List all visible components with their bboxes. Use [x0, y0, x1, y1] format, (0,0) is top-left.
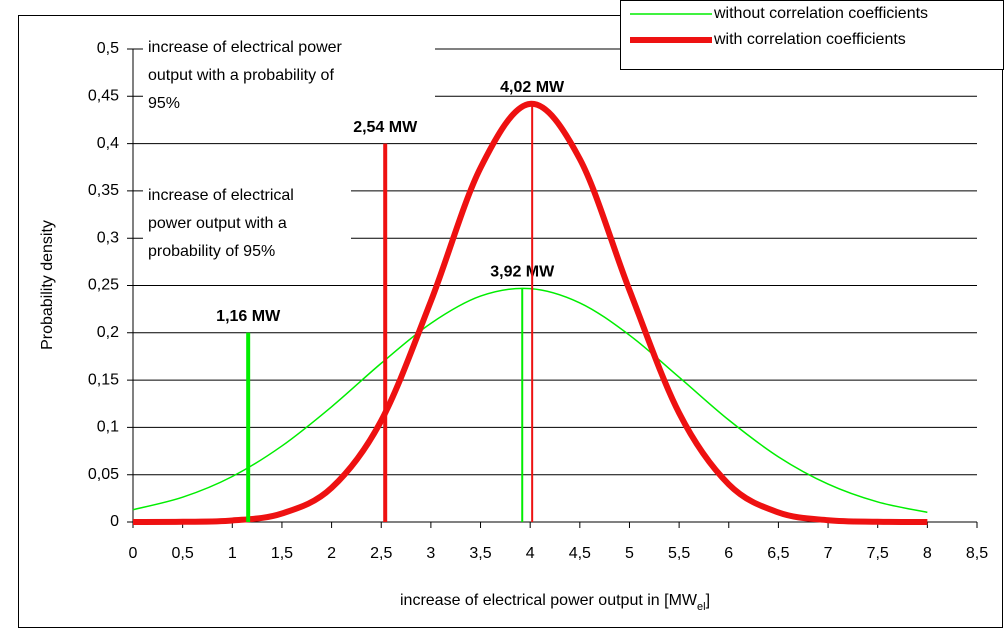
annotation-text: increase of electrical [148, 187, 294, 204]
x-axis-label-part: ] [706, 592, 710, 609]
x-tick-label: 2 [327, 545, 336, 562]
x-tick-label: 1,5 [271, 545, 293, 562]
legend-box [620, 0, 1004, 70]
y-tick-label: 0,05 [88, 466, 119, 483]
series-line [132, 287, 928, 514]
x-tick-label: 8,5 [966, 545, 988, 562]
x-tick-label: 6 [724, 545, 733, 562]
x-tick-label: 7 [824, 545, 833, 562]
y-tick-label: 0,3 [97, 229, 119, 246]
x-axis-label-part: increase of electrical power output in [… [400, 592, 698, 609]
legend-label: without correlation coefficients [713, 5, 928, 22]
y-tick-label: 0,45 [88, 88, 119, 105]
annotation-background [143, 34, 435, 126]
y-tick-label: 0,4 [97, 135, 119, 152]
y-tick-label: 0,5 [97, 40, 119, 57]
annotation-text: probability of 95% [148, 243, 275, 260]
x-tick-label: 7,5 [867, 545, 889, 562]
x-tick-label: 0,5 [172, 545, 194, 562]
annotation-text: 95% [148, 95, 180, 112]
x-tick-label: 3,5 [469, 545, 491, 562]
marker-label: 2,54 MW [353, 119, 418, 136]
marker-label: 3,92 MW [490, 264, 555, 281]
x-tick-label: 4 [526, 545, 535, 562]
x-tick-label: 1 [228, 545, 237, 562]
y-tick-label: 0,15 [88, 371, 119, 388]
x-axis-label: increase of electrical power output in [… [400, 592, 710, 613]
x-tick-label: 0 [129, 545, 138, 562]
annotation-text: output with a probability of [148, 67, 334, 84]
x-tick-label: 2,5 [370, 545, 392, 562]
x-tick-label: 5 [625, 545, 634, 562]
x-tick-label: 8 [923, 545, 932, 562]
annotation-background [143, 180, 351, 272]
x-tick-label: 6,5 [767, 545, 789, 562]
x-tick-label: 3 [426, 545, 435, 562]
y-axis-label: Probability density [39, 220, 56, 350]
x-tick-label: 5,5 [668, 545, 690, 562]
y-tick-label: 0,35 [88, 182, 119, 199]
annotation-text: power output with a [148, 215, 287, 232]
series-line [132, 100, 928, 525]
y-tick-label: 0,1 [97, 419, 119, 436]
x-tick-label: 4,5 [569, 545, 591, 562]
annotation-text: increase of electrical power [148, 39, 343, 56]
y-tick-label: 0 [110, 513, 119, 530]
x-axis-label-part: el [697, 601, 706, 613]
y-tick-label: 0,2 [97, 324, 119, 341]
y-tick-label: 0,25 [88, 277, 119, 294]
marker-label: 4,02 MW [500, 79, 565, 96]
marker-label: 1,16 MW [216, 308, 281, 325]
legend-label: with correlation coefficients [713, 31, 906, 48]
